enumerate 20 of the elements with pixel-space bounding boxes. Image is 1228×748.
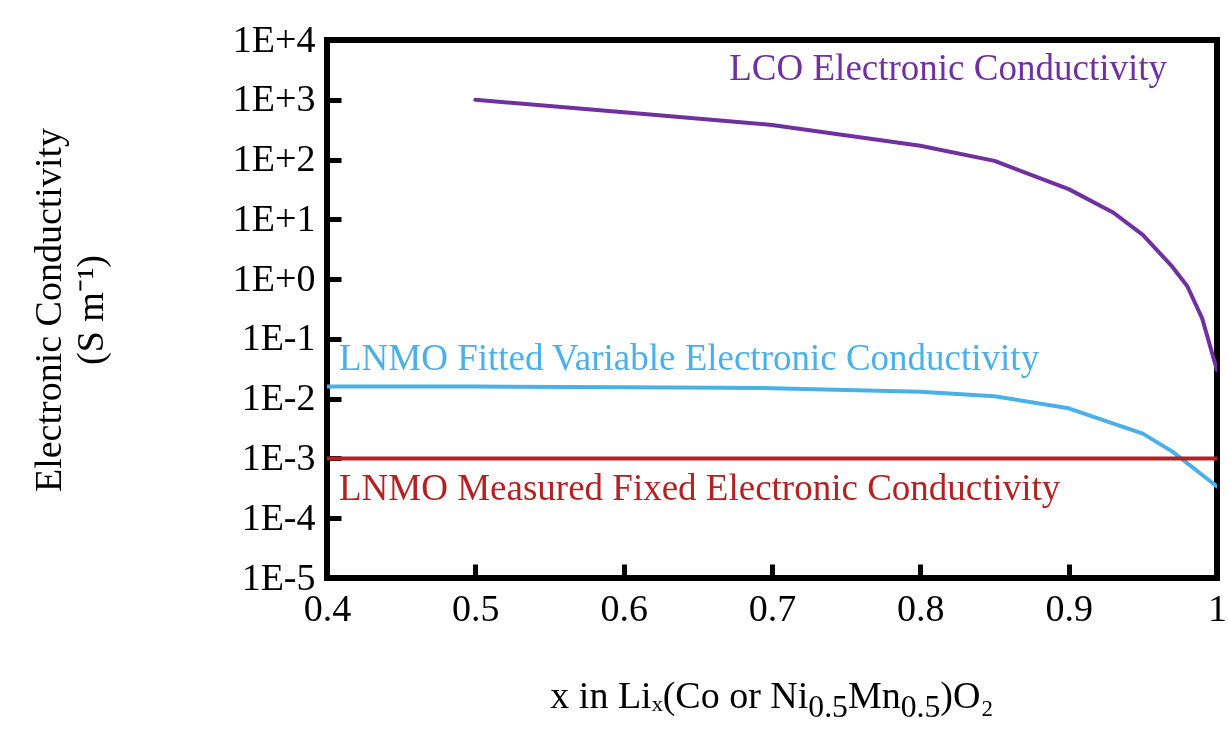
x-tick-label: 0.7 — [748, 586, 797, 629]
y-tick-label: 1E+0 — [232, 256, 316, 299]
x-tick-label: 0.8 — [897, 586, 945, 629]
y-axis-title: Electronic Conductivity (S m⁻¹) — [27, 127, 112, 493]
y-tick-label: 1E+1 — [232, 196, 316, 239]
y-tick-label: 1E-1 — [241, 316, 316, 359]
y-tick-label: 1E+4 — [232, 17, 316, 60]
x-tick-label: 1 — [1208, 586, 1227, 629]
series-label: LNMO Measured Fixed Electronic Conductivity — [339, 467, 1061, 509]
x-tick-label: 0.5 — [452, 586, 500, 629]
series-label: LNMO Fitted Variable Electronic Conductivity — [339, 337, 1040, 379]
x-axis-title: x in Liₓ(Co or Ni$_{0.5}$Mn$_{0.5}$)O₂ — [550, 674, 994, 725]
x-tick-label: 0.6 — [600, 586, 648, 629]
y-tick-label: 1E-4 — [241, 495, 316, 538]
series-label: LCO Electronic Conductivity — [729, 46, 1168, 88]
y-tick-label: 1E+3 — [232, 77, 316, 120]
y-tick-label: 1E-3 — [241, 435, 316, 478]
y-tick-label: 1E+2 — [232, 137, 316, 180]
y-tick-label: 1E-2 — [241, 376, 316, 419]
x-tick-label: 0.9 — [1045, 586, 1093, 629]
